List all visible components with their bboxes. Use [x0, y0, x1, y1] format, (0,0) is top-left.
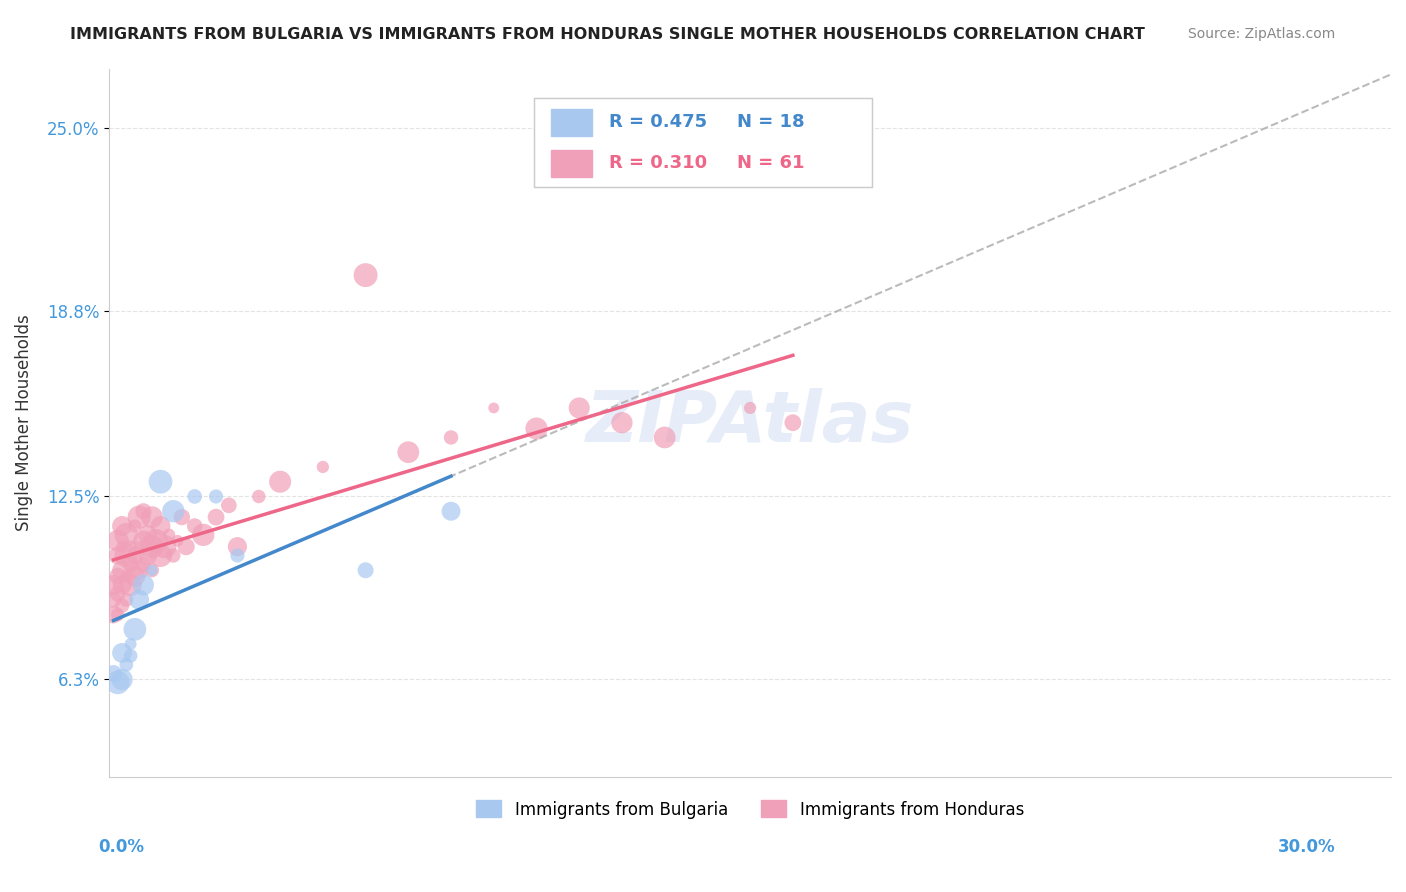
Point	[170, 510, 193, 524]
Point	[120, 558, 142, 572]
Point	[111, 519, 134, 533]
Point	[103, 607, 125, 622]
Text: Source: ZipAtlas.com: Source: ZipAtlas.com	[1188, 27, 1336, 41]
Point	[107, 587, 129, 601]
Point	[128, 540, 150, 554]
Point	[111, 563, 134, 577]
Point	[115, 657, 138, 672]
Point	[226, 549, 249, 563]
Point	[107, 607, 129, 622]
Text: ZIPAtlas: ZIPAtlas	[586, 388, 914, 458]
Point	[145, 533, 167, 548]
Point	[526, 421, 548, 435]
Text: 30.0%: 30.0%	[1278, 838, 1336, 855]
Point	[120, 637, 142, 651]
Point	[440, 430, 463, 444]
Point	[132, 558, 155, 572]
Point	[782, 416, 804, 430]
Point	[141, 540, 163, 554]
Point	[128, 510, 150, 524]
Point	[205, 510, 228, 524]
Point	[162, 549, 184, 563]
Point	[124, 569, 146, 583]
Point	[111, 578, 134, 592]
Point	[166, 533, 188, 548]
Point	[218, 499, 240, 513]
Text: N = 18: N = 18	[737, 113, 804, 131]
Point	[115, 528, 138, 542]
Point	[124, 519, 146, 533]
Point	[174, 540, 197, 554]
Point	[111, 673, 134, 687]
Legend: Immigrants from Bulgaria, Immigrants from Honduras: Immigrants from Bulgaria, Immigrants fro…	[470, 794, 1031, 825]
Point	[354, 563, 377, 577]
Point	[107, 549, 129, 563]
Point	[153, 540, 176, 554]
Text: R = 0.475: R = 0.475	[609, 113, 707, 131]
Point	[440, 504, 463, 518]
Point	[354, 268, 377, 282]
Point	[141, 563, 163, 577]
Point	[124, 549, 146, 563]
Point	[111, 599, 134, 613]
Text: R = 0.310: R = 0.310	[609, 154, 707, 172]
FancyBboxPatch shape	[551, 109, 592, 136]
Point	[103, 592, 125, 607]
Text: IMMIGRANTS FROM BULGARIA VS IMMIGRANTS FROM HONDURAS SINGLE MOTHER HOUSEHOLDS CO: IMMIGRANTS FROM BULGARIA VS IMMIGRANTS F…	[70, 27, 1144, 42]
Point	[120, 540, 142, 554]
Point	[568, 401, 591, 415]
Point	[157, 528, 180, 542]
Point	[136, 528, 159, 542]
Point	[120, 648, 142, 663]
Point	[149, 549, 172, 563]
Point	[183, 519, 205, 533]
Point	[111, 646, 134, 660]
Point	[193, 528, 215, 542]
Y-axis label: Single Mother Households: Single Mother Households	[15, 314, 32, 531]
Point	[610, 416, 633, 430]
Text: N = 61: N = 61	[737, 154, 804, 172]
Point	[149, 475, 172, 489]
Point	[162, 504, 184, 518]
Point	[740, 401, 762, 415]
Point	[115, 569, 138, 583]
Point	[205, 490, 228, 504]
Point	[128, 592, 150, 607]
Point	[226, 540, 249, 554]
Point	[103, 666, 125, 681]
Point	[115, 549, 138, 563]
Point	[247, 490, 270, 504]
Text: 0.0%: 0.0%	[98, 838, 145, 855]
FancyBboxPatch shape	[551, 150, 592, 177]
Point	[141, 510, 163, 524]
Point	[128, 563, 150, 577]
Point	[132, 533, 155, 548]
Point	[149, 519, 172, 533]
Point	[482, 401, 505, 415]
Point	[111, 540, 134, 554]
Point	[124, 622, 146, 636]
Point	[136, 549, 159, 563]
Point	[132, 578, 155, 592]
Point	[120, 578, 142, 592]
Point	[183, 490, 205, 504]
Point	[103, 578, 125, 592]
Point	[269, 475, 291, 489]
Point	[132, 504, 155, 518]
Point	[312, 460, 335, 475]
Point	[654, 430, 676, 444]
Point	[141, 563, 163, 577]
Point	[107, 533, 129, 548]
Point	[396, 445, 419, 459]
Point	[115, 592, 138, 607]
Point	[107, 569, 129, 583]
Point	[107, 675, 129, 690]
